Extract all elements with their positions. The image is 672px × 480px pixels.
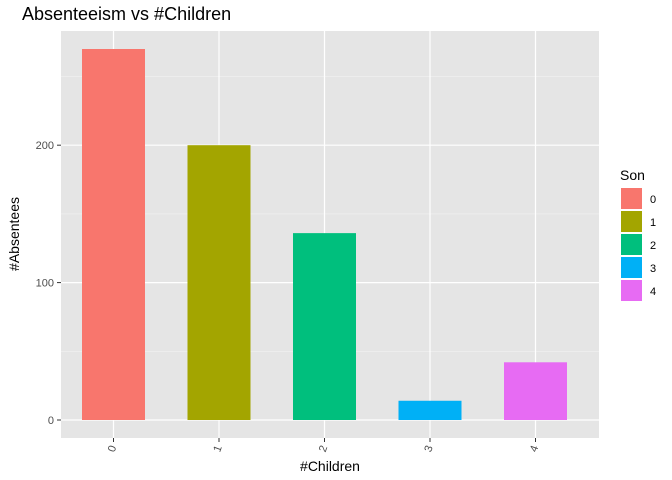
x-tick-label: 2 [317,444,330,454]
bar-3 [398,400,462,420]
bars [82,49,567,420]
x-tick-label: 0 [106,444,119,454]
y-axis-title: #Absentees [6,197,22,271]
legend: Son 0 1 2 3 4 [620,167,656,301]
legend-label: 1 [650,217,656,229]
chart-title: Absenteeism vs #Children [22,4,231,24]
legend-key-2 [621,234,642,255]
y-tick-label: 200 [36,140,54,152]
legend-key-1 [621,211,642,232]
x-axis: 0 1 2 3 4 [106,438,541,454]
legend-title: Son [620,167,645,183]
x-tick-label: 3 [422,444,435,454]
legend-label: 2 [650,240,656,252]
legend-label: 4 [650,286,656,298]
x-tick-label: 4 [528,444,541,454]
legend-key-3 [621,257,642,278]
y-axis: 0 100 200 [36,140,61,427]
x-tick-label: 1 [211,444,224,454]
y-tick-label: 100 [36,278,54,290]
legend-label: 3 [650,263,656,275]
bar-0 [82,49,145,420]
x-axis-title: #Children [300,458,360,474]
y-tick-label: 0 [48,415,54,427]
legend-label: 0 [650,194,656,206]
legend-key-4 [621,280,642,301]
bar-4 [504,362,567,420]
legend-key-0 [621,188,642,209]
bar-1 [187,145,251,420]
bar-2 [293,233,356,420]
